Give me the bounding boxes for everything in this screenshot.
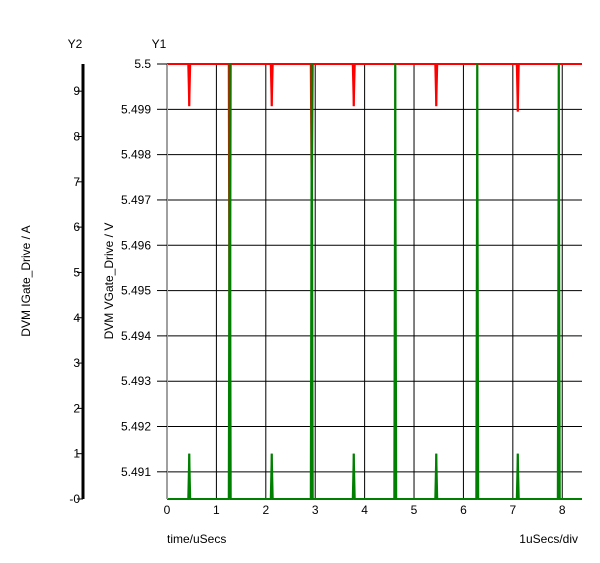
- y1-axis-id-label: Y1: [152, 37, 167, 51]
- y2-tick-label: -0: [69, 492, 80, 506]
- x-tick-label: 8: [559, 503, 566, 517]
- x-tick-label: 1: [213, 503, 220, 517]
- x-tick-label: 0: [164, 503, 171, 517]
- x-tick-label: 5: [411, 503, 418, 517]
- y1-tick-label: 5.495: [121, 284, 151, 298]
- y1-tick-label: 5.497: [121, 193, 151, 207]
- y1-tick-label: 5.496: [121, 238, 151, 252]
- y2-tick-label: 2: [73, 401, 80, 415]
- x-tick-label: 3: [312, 503, 319, 517]
- x-scale-note: 1uSecs/div: [519, 532, 578, 546]
- y2-tick-label: 1: [73, 447, 80, 461]
- series-group: [167, 63, 582, 500]
- y1-tick-label: 5.5: [134, 57, 151, 71]
- y2-axis-id-label: Y2: [68, 37, 83, 51]
- x-tick-label: 7: [509, 503, 516, 517]
- y1-tick-label: 5.494: [121, 329, 151, 343]
- y1-tick-label: 5.498: [121, 148, 151, 162]
- y1-tick-label: 5.492: [121, 420, 151, 434]
- y2-tick-label: 6: [73, 220, 80, 234]
- y2-tick-label: 8: [73, 130, 80, 144]
- y2-tick-label: 4: [73, 311, 80, 325]
- x-tick-label: 6: [460, 503, 467, 517]
- x-axis-title: time/uSecs: [167, 532, 226, 546]
- y2-tick-label: 7: [73, 175, 80, 189]
- y2-tick-label: 5: [73, 265, 80, 279]
- y1-tick-label: 5.493: [121, 374, 151, 388]
- y2-tick-label: 3: [73, 356, 80, 370]
- axes-group: 0 1 2 3 4 5 6 7 8 5.5 5.499 5.498 5.497 5.496 5.495 5.4…: [69, 57, 566, 517]
- y1-tick-label: 5.491: [121, 465, 151, 479]
- x-tick-label: 2: [262, 503, 269, 517]
- y1-tick-label: 5.499: [121, 102, 151, 116]
- x-tick-label: 4: [361, 503, 368, 517]
- y2-tick-label: 9: [73, 84, 80, 98]
- grid-lines: [167, 63, 582, 499]
- y1-axis-title: DVM VGate_Drive / V: [102, 223, 116, 340]
- y2-axis-title: DVM IGate_Drive / A: [19, 225, 33, 336]
